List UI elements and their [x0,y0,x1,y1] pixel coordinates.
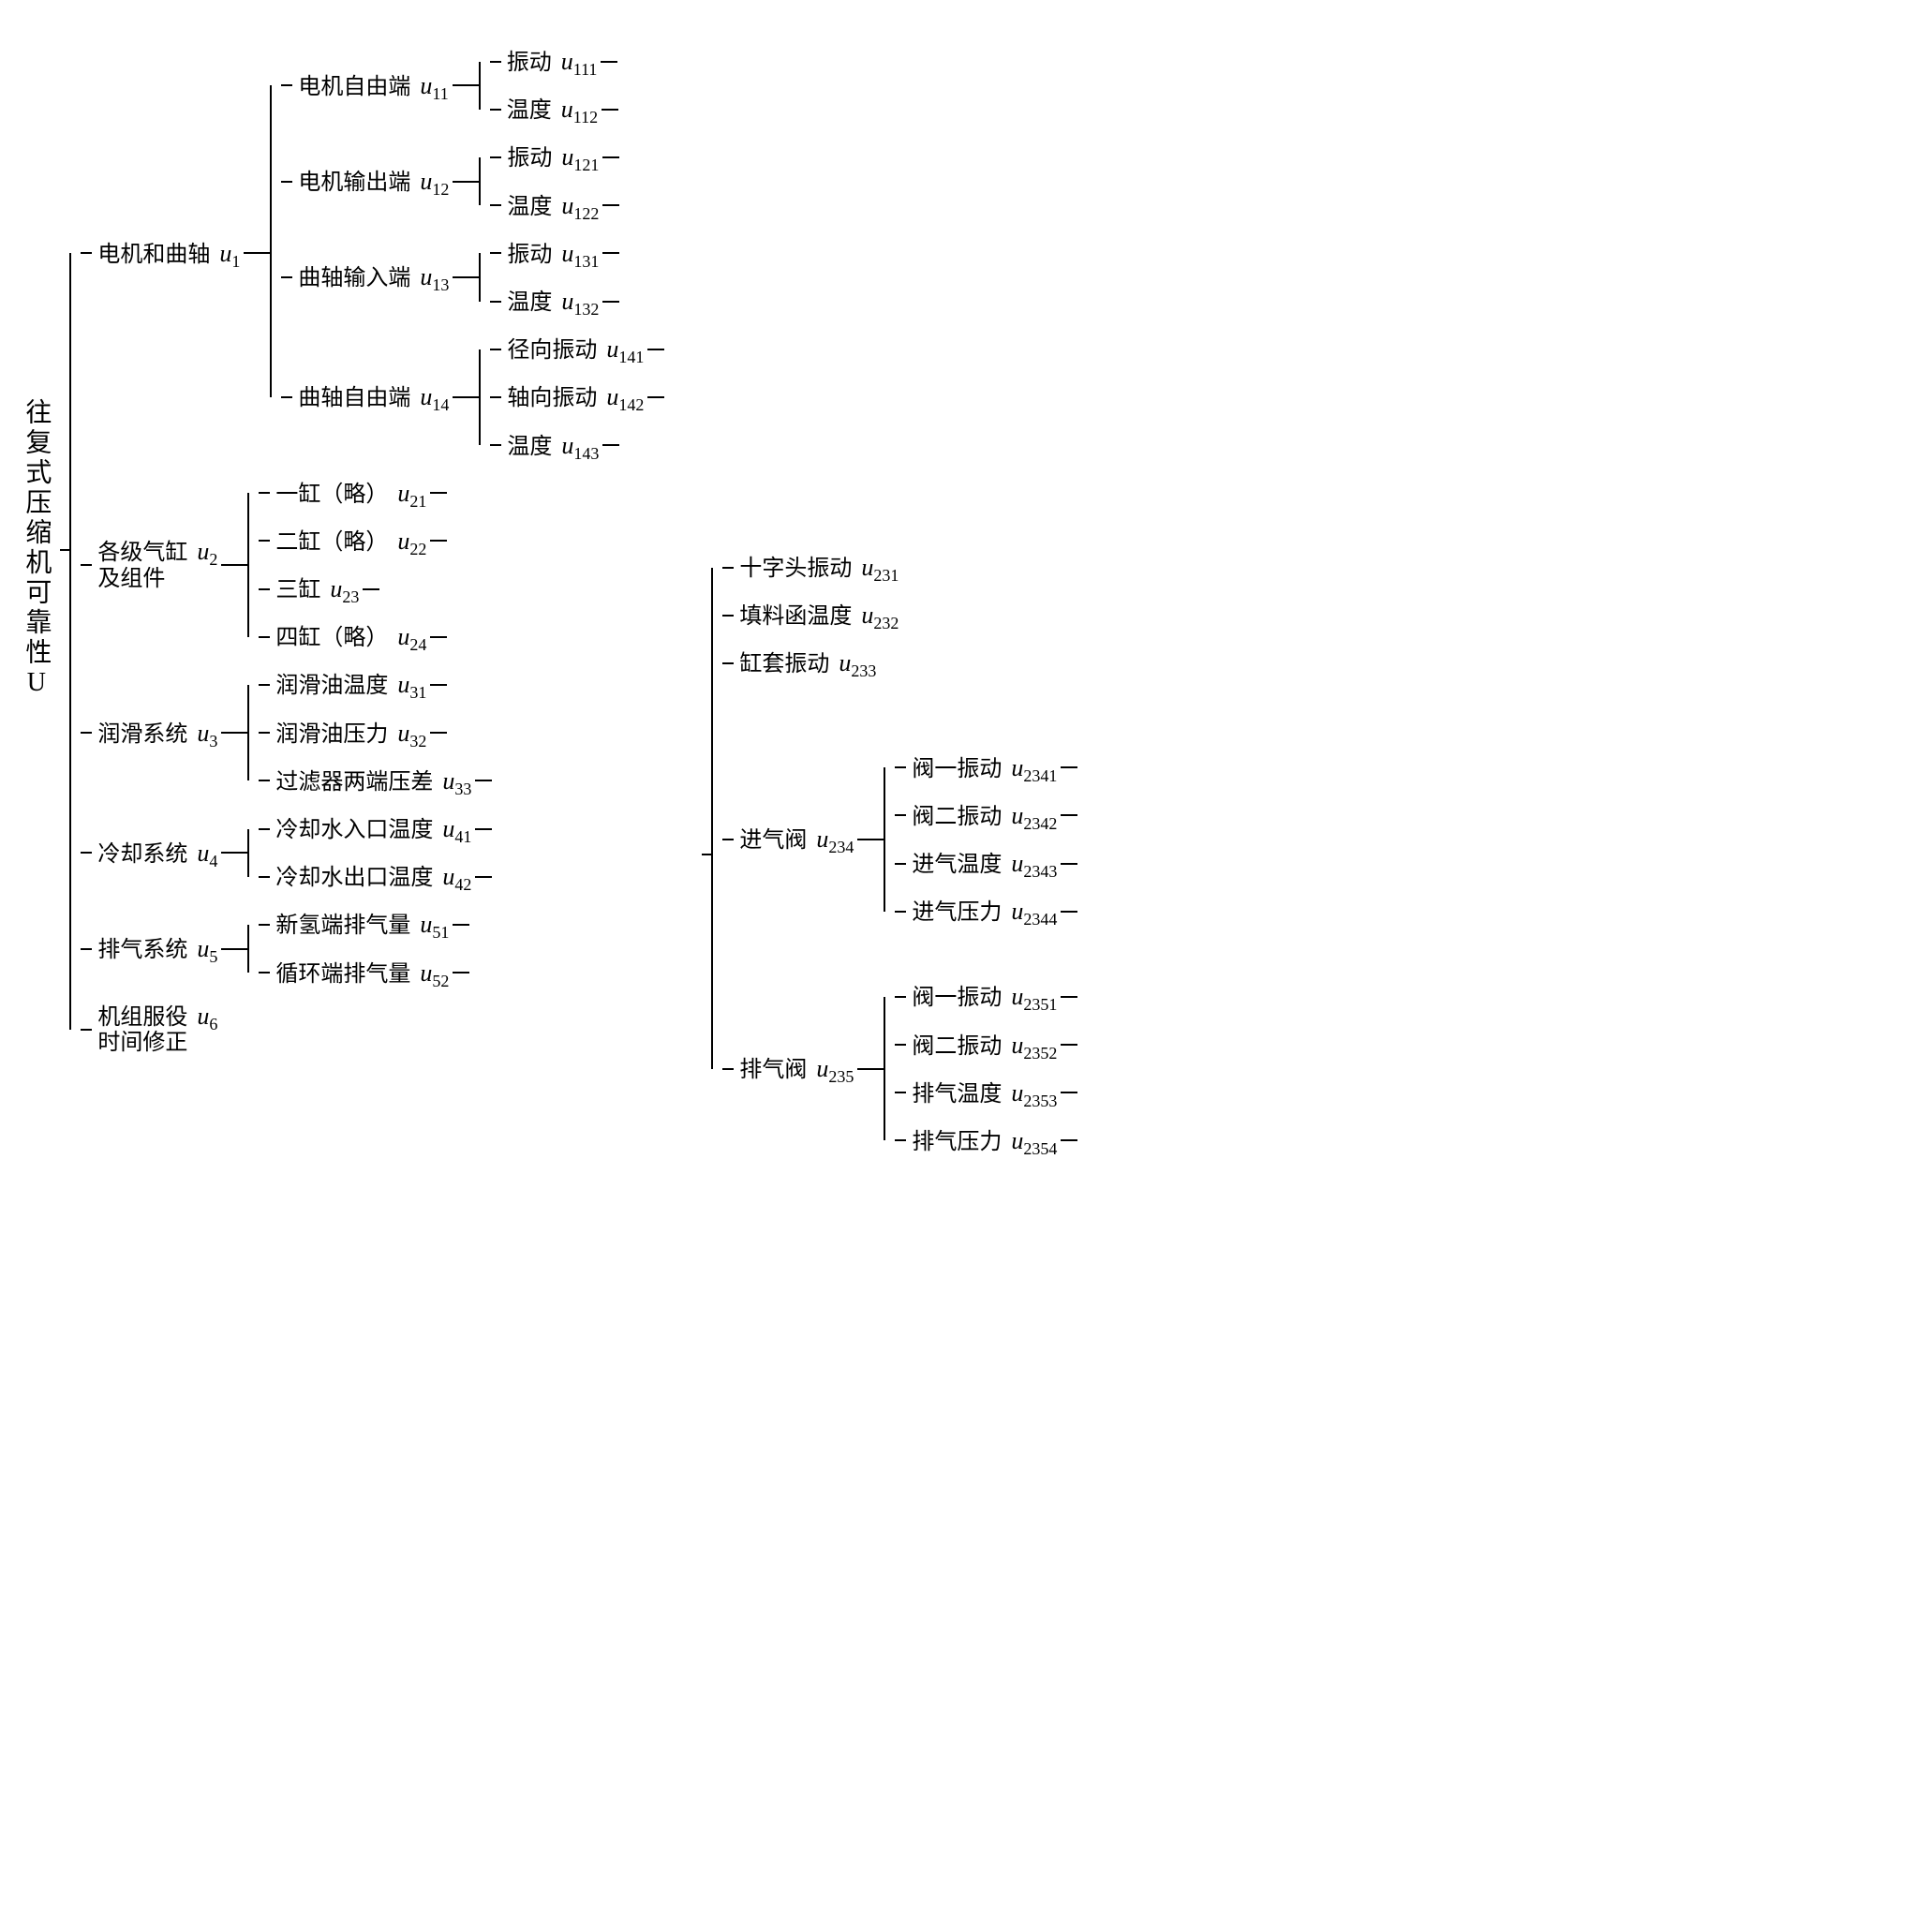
node-u13: 曲轴输入端 u13 振动u131 温度u132 [292,230,664,325]
u1-children: 电机自由端 u11 振动u111 温度u112 电机输出端 u12 [281,37,664,469]
u1-bracket [260,37,281,469]
node-u132: 温度u132 [501,277,619,325]
node-u2: 各级气缸 及组件 u2 一缸（略）u21 二缸（略）u22 三缸 u23 四缸（… [92,469,664,661]
node-u234: 进气阀 u234 阀一振动u2341 阀二振动u2342 进气温度u2343 进… [734,744,1077,936]
tree-diagram: 往复式压缩机可靠性U 电机和曲轴 u1 电机自由端 u11 振动u11 [19,37,1912,1165]
node-u22: 二缸（略）u22 [270,517,447,565]
node-u1: 电机和曲轴 u1 电机自由端 u11 振动u111 温度u112 [92,37,664,469]
u23-children: 十字头振动u231 填料函温度u232 缸套振动u233 进气阀 u234 阀一… [722,543,1077,1165]
node-u31: 润滑油温度u31 [270,661,492,708]
node-u2354: 排气压力u2354 [906,1117,1077,1165]
node-u52: 循环端排气量u52 [270,949,469,997]
node-u121: 振动u121 [501,133,619,181]
node-u2344: 进气压力u2344 [906,887,1077,935]
u2-children: 一缸（略）u21 二缸（略）u22 三缸 u23 四缸（略）u24 [259,469,447,661]
node-u2352: 阀二振动u2352 [906,1021,1077,1069]
node-u232: 填料函温度u232 [734,591,1077,639]
node-u231: 十字头振动u231 [734,543,1077,591]
node-u122: 温度u122 [501,182,619,230]
node-u21: 一缸（略）u21 [270,469,447,517]
node-u111: 振动u111 [501,37,618,85]
tree-main-column: 往复式压缩机可靠性U 电机和曲轴 u1 电机自由端 u11 振动u11 [19,37,664,1063]
node-u142: 轴向振动u142 [501,373,664,421]
u2-label: 各级气缸 及组件 [97,541,187,592]
node-u5: 排气系统 u5 新氢端排气量u51 循环端排气量u52 [92,900,664,996]
root-bracket [60,37,81,1063]
node-u23: 三缸 u23 [270,565,447,613]
node-u41: 冷却水入口温度u41 [270,805,492,853]
node-u235: 排气阀 u235 阀一振动u2351 阀二振动u2352 排气温度u2353 排… [734,973,1077,1165]
u11-bracket [469,37,490,133]
node-u112: 温度u112 [501,85,618,133]
u23-bracket [702,543,722,1165]
node-u14: 曲轴自由端 u14 径向振动u141 轴向振动u142 温度u143 [292,325,664,469]
node-u6: 机组服役 时间修正 u6 [92,997,664,1063]
node-u143: 温度u143 [501,422,664,469]
node-u3: 润滑系统 u3 润滑油温度u31 润滑油压力u32 过滤器两端压差u33 [92,661,664,805]
node-u51: 新氢端排气量u51 [270,900,469,948]
root-label: 往复式压缩机可靠性U [19,398,60,701]
u11-label: 电机自由端 [298,67,410,100]
node-u24: 四缸（略）u24 [270,613,447,661]
u11-symbol: u11 [420,72,448,104]
u1-label: 电机和曲轴 [97,235,210,268]
level1-children: 电机和曲轴 u1 电机自由端 u11 振动u111 温度u112 [81,37,664,1063]
node-u42: 冷却水出口温度u42 [270,853,492,900]
node-u11: 电机自由端 u11 振动u111 温度u112 [292,37,664,133]
node-u141: 径向振动u141 [501,325,664,373]
u12-label: 电机输出端 [298,163,410,196]
node-u2343: 进气温度u2343 [906,840,1077,887]
node-u233: 缸套振动u233 [734,639,1077,687]
node-u12: 电机输出端 u12 振动u121 温度u122 [292,133,664,229]
root-text: 往复式压缩机可靠性U [22,398,51,701]
node-u33: 过滤器两端压差u33 [270,757,492,805]
u23-subtree-column: 十字头振动u231 填料函温度u232 缸套振动u233 进气阀 u234 阀一… [702,543,1077,1165]
node-u2353: 排气温度u2353 [906,1069,1077,1117]
node-u32: 润滑油压力u32 [270,709,492,757]
node-u2351: 阀一振动u2351 [906,973,1077,1020]
node-u131: 振动u131 [501,230,619,277]
node-u4: 冷却系统 u4 冷却水入口温度u41 冷却水出口温度u42 [92,805,664,900]
u1-symbol: u1 [219,240,240,272]
node-u2341: 阀一振动u2341 [906,744,1077,792]
u6-label: 机组服役 时间修正 [97,1005,187,1057]
node-u2342: 阀二振动u2342 [906,792,1077,840]
